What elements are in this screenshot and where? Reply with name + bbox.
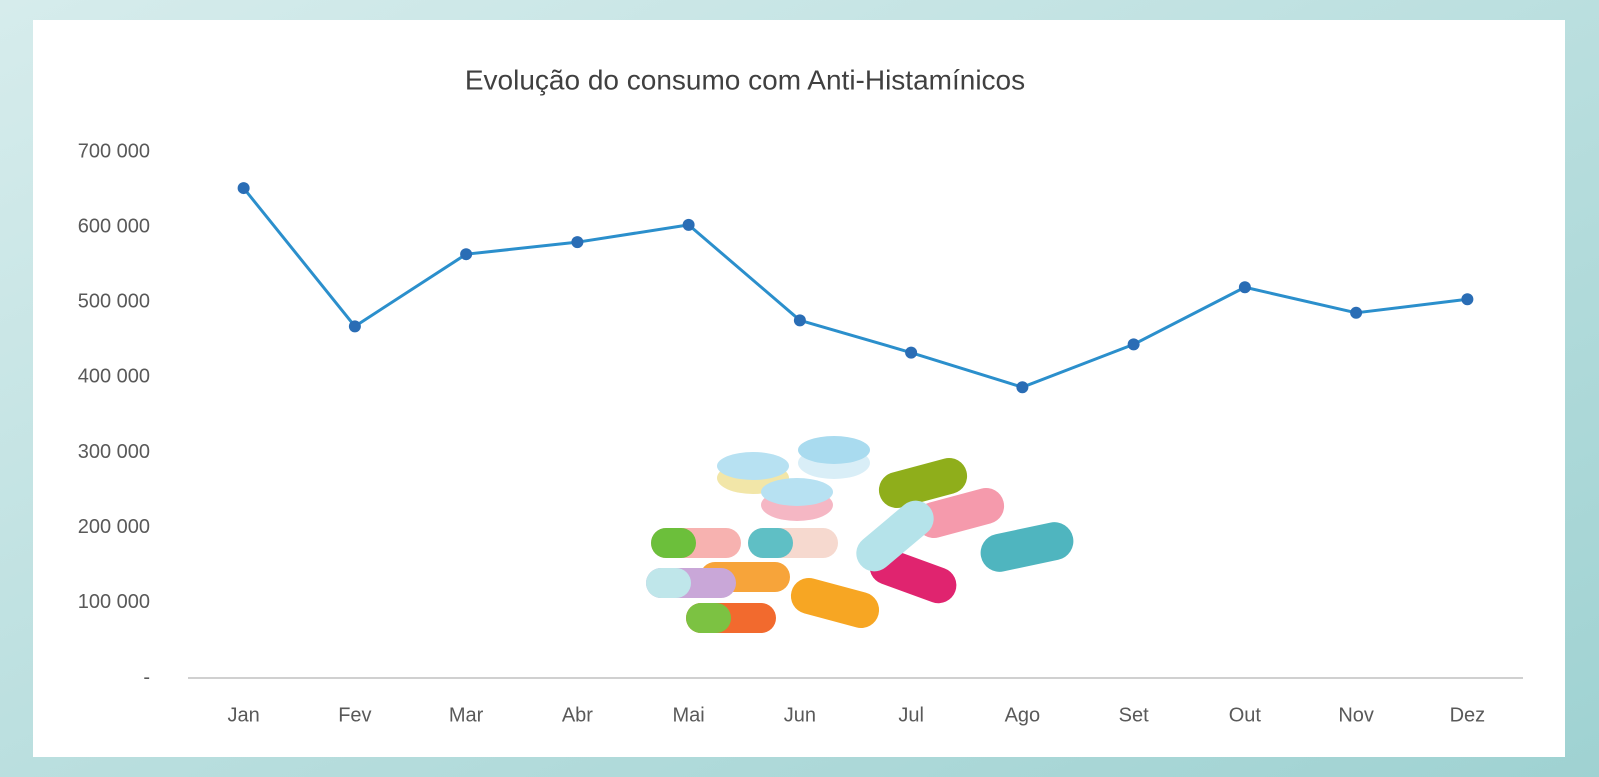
x-tick-label: Out xyxy=(1229,704,1262,726)
y-tick-label: 400 000 xyxy=(78,366,150,388)
y-tick-label: 600 000 xyxy=(78,215,150,237)
data-point xyxy=(1016,381,1028,393)
data-point xyxy=(1461,293,1473,305)
y-tick-label: 200 000 xyxy=(78,516,150,538)
y-tick-label: - xyxy=(143,666,150,688)
data-point xyxy=(1239,281,1251,293)
x-tick-label: Jan xyxy=(228,704,260,726)
x-tick-label: Jun xyxy=(784,704,816,726)
data-point xyxy=(238,182,250,194)
y-tick-label: 500 000 xyxy=(78,291,150,313)
x-tick-label: Nov xyxy=(1338,704,1374,726)
chart-title: Evolução do consumo com Anti-Histamínico… xyxy=(465,64,1025,95)
x-tick-label: Dez xyxy=(1450,704,1486,726)
data-point xyxy=(683,219,695,231)
x-tick-label: Abr xyxy=(562,704,593,726)
x-tick-label: Ago xyxy=(1005,704,1041,726)
chart: Evolução do consumo com Anti-Histamínico… xyxy=(0,0,1599,777)
data-point xyxy=(349,320,361,332)
data-point xyxy=(1128,338,1140,350)
data-point xyxy=(460,248,472,260)
y-tick-label: 100 000 xyxy=(78,591,150,613)
chart-panel xyxy=(33,20,1565,757)
data-point xyxy=(905,347,917,359)
y-tick-label: 300 000 xyxy=(78,441,150,463)
y-tick-label: 700 000 xyxy=(78,140,150,162)
data-point xyxy=(1350,307,1362,319)
x-tick-label: Fev xyxy=(338,704,371,726)
x-tick-label: Jul xyxy=(898,704,924,726)
data-point xyxy=(794,314,806,326)
x-tick-label: Set xyxy=(1119,704,1149,726)
data-point xyxy=(571,236,583,248)
x-tick-label: Mar xyxy=(449,704,484,726)
x-tick-label: Mai xyxy=(673,704,705,726)
page: Evolução do consumo com Anti-Histamínico… xyxy=(0,0,1599,777)
